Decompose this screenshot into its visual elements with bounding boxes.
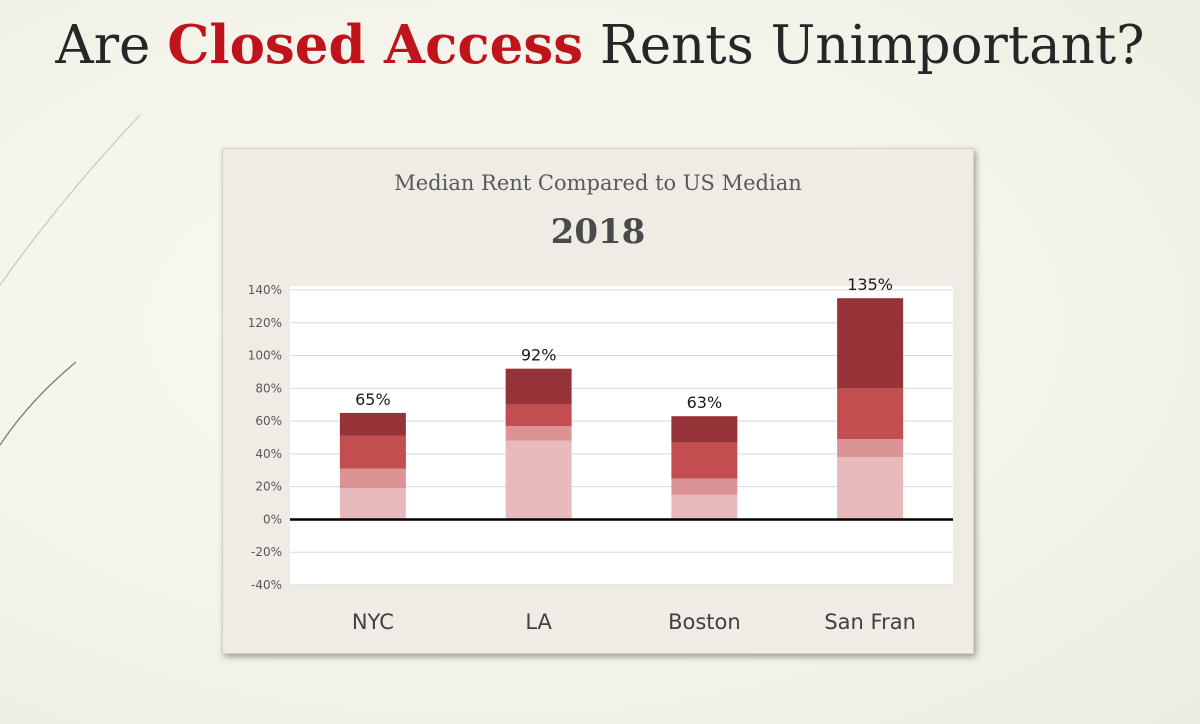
bar-segment (505, 440, 572, 520)
y-tick-label: 0% (263, 512, 282, 526)
bar-segment (339, 488, 406, 520)
title-prefix: Are (55, 15, 168, 76)
bar-total-label: 65% (355, 390, 391, 409)
bar-segment (837, 298, 904, 389)
y-tick-label: 120% (248, 316, 282, 330)
x-category-label: NYC (352, 610, 394, 634)
chart-card: Median Rent Compared to US Median 2018 -… (222, 148, 974, 654)
y-tick-label: 60% (255, 414, 282, 428)
y-tick-label: 40% (255, 447, 282, 461)
y-tick-label: 80% (255, 381, 282, 395)
title-suffix: Rents Unimportant? (583, 15, 1145, 76)
bar-segment (671, 478, 738, 495)
bar-segment (671, 416, 738, 443)
x-category-label: San Fran (824, 610, 916, 634)
slide-title: Are Closed Access Rents Unimportant? (0, 14, 1200, 76)
bar-segment (505, 368, 572, 405)
bar-segment (671, 442, 738, 479)
chart-subtitle: 2018 (550, 212, 646, 252)
bar-segment (339, 468, 406, 489)
bar-segment (837, 457, 904, 520)
bar-segment (505, 404, 572, 427)
bar-segment (837, 388, 904, 440)
x-category-label: Boston (668, 610, 741, 634)
y-tick-label: -40% (251, 578, 282, 592)
stacked-bar-chart: -40% -20% 0% 20% 40% 60% 80% 100% 120% 140% 65% NYC… (248, 275, 953, 634)
title-accent: Closed Access (167, 14, 584, 76)
bar-total-label: 135% (847, 275, 893, 294)
chart-title: Median Rent Compared to US Median (394, 171, 802, 195)
y-tick-label: 140% (248, 283, 282, 297)
y-tick-label: -20% (251, 545, 282, 559)
bar-segment (837, 439, 904, 458)
x-category-label: LA (525, 610, 552, 634)
y-tick-label: 100% (248, 349, 282, 363)
bar-segment (339, 435, 406, 469)
decorative-curve (0, 114, 141, 446)
bar-segment (671, 494, 738, 520)
bar-total-label: 92% (521, 346, 557, 365)
y-tick-label: 20% (255, 480, 282, 494)
bar-segment (339, 412, 406, 436)
bar-segment (505, 426, 572, 441)
bar-total-label: 63% (687, 393, 723, 412)
